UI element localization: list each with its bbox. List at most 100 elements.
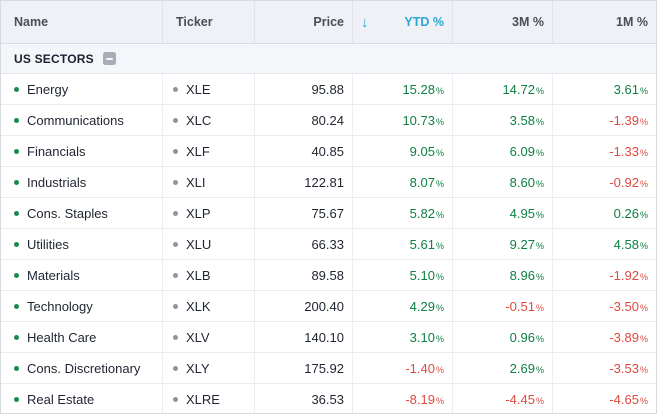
table-row[interactable]: Cons. Discretionary XLY 175.92 -1.40% 2.69% -… [1,353,656,384]
name-cell: Health Care [1,322,162,352]
3m-change-cell: -0.51% [452,291,552,321]
percent-suffix: % [639,271,648,282]
name-cell: Cons. Staples [1,198,162,228]
sector-name: Communications [27,112,124,128]
name-cell: Technology [1,291,162,321]
percent-suffix: % [435,271,444,282]
price-cell: 66.33 [254,229,352,259]
table-row[interactable]: Energy XLE 95.88 15.28% 14.72% 3.61% [1,74,656,105]
column-header-ticker[interactable]: Ticker [162,1,254,43]
price-cell: 175.92 [254,353,352,383]
table-row[interactable]: Industrials XLI 122.81 8.07% 8.60% -0.92% [1,167,656,198]
table-row[interactable]: Materials XLB 89.58 5.10% 8.96% -1.92% [1,260,656,291]
percent-suffix: % [535,240,544,251]
change-value: -3.53 [609,360,639,376]
price-cell: 36.53 [254,384,352,413]
3m-change-cell: -4.45% [452,384,552,413]
change-value: 3.10 [409,329,435,345]
ytd-change-cell: 9.05% [352,136,452,166]
ticker-cell: XLU [162,229,254,259]
ytd-change-cell: 3.10% [352,322,452,352]
change-value: -4.65 [609,391,639,407]
change-value: 8.07 [409,174,435,190]
change-value: -1.40 [405,360,435,376]
percent-suffix: % [535,302,544,313]
ytd-change-cell: 4.29% [352,291,452,321]
ticker-bullet-icon [173,303,178,309]
change-value: 8.60 [509,174,535,190]
ytd-change-cell: 5.10% [352,260,452,290]
ticker-cell: XLF [162,136,254,166]
ticker-bullet-icon [173,365,178,371]
change-value: 5.61 [409,236,435,252]
table-row[interactable]: Utilities XLU 66.33 5.61% 9.27% 4.58% [1,229,656,260]
column-header-label: YTD % [404,15,444,29]
percent-suffix: % [435,147,444,158]
percent-suffix: % [535,271,544,282]
1m-change-cell: -1.39% [552,105,656,135]
change-value: 15.28 [402,81,435,97]
percent-suffix: % [435,209,444,220]
price-cell: 89.58 [254,260,352,290]
sector-bullet-icon [14,334,19,340]
ticker-symbol: XLV [186,329,210,345]
table-row[interactable]: Cons. Staples XLP 75.67 5.82% 4.95% 0.26% [1,198,656,229]
name-cell: Real Estate [1,384,162,413]
ticker-bullet-icon [173,241,178,247]
sector-name: Utilities [27,236,69,252]
change-value: 5.82 [409,205,435,221]
column-header-1m[interactable]: 1M % [552,1,656,43]
table-body: Energy XLE 95.88 15.28% 14.72% 3.61% Communica… [1,74,656,413]
change-value: -1.39 [609,112,639,128]
column-header-3m[interactable]: 3M % [452,1,552,43]
column-header-name[interactable]: Name [1,1,162,43]
1m-change-cell: -0.92% [552,167,656,197]
table-row[interactable]: Technology XLK 200.40 4.29% -0.51% -3.50% [1,291,656,322]
change-value: 4.95 [509,205,535,221]
ticker-bullet-icon [173,210,178,216]
sector-name: Materials [27,267,80,283]
ticker-bullet-icon [173,334,178,340]
percent-suffix: % [435,85,444,96]
ytd-change-cell: 10.73% [352,105,452,135]
table-row[interactable]: Health Care XLV 140.10 3.10% 0.96% -3.89% [1,322,656,353]
ticker-bullet-icon [173,86,178,92]
ticker-symbol: XLU [186,236,212,252]
sector-bullet-icon [14,148,19,154]
ticker-symbol: XLRE [186,391,220,407]
sector-name: Cons. Staples [27,205,108,221]
ticker-cell: XLI [162,167,254,197]
table-row[interactable]: Communications XLC 80.24 10.73% 3.58% -1.39% [1,105,656,136]
1m-change-cell: 4.58% [552,229,656,259]
ticker-bullet-icon [173,396,178,402]
change-value: 8.96 [509,267,535,283]
1m-change-cell: -1.33% [552,136,656,166]
percent-suffix: % [435,240,444,251]
1m-change-cell: -4.65% [552,384,656,413]
percent-suffix: % [639,85,648,96]
change-value: 9.27 [509,236,535,252]
ticker-cell: XLC [162,105,254,135]
change-value: 9.05 [409,143,435,159]
ytd-change-cell: 15.28% [352,74,452,104]
percent-suffix: % [639,364,648,375]
percent-suffix: % [535,209,544,220]
name-cell: Materials [1,260,162,290]
change-value: -3.50 [609,298,639,314]
ticker-cell: XLV [162,322,254,352]
sector-bullet-icon [14,396,19,402]
ytd-change-cell: 5.61% [352,229,452,259]
sector-bullet-icon [14,210,19,216]
table-row[interactable]: Financials XLF 40.85 9.05% 6.09% -1.33% [1,136,656,167]
sector-bullet-icon [14,303,19,309]
price-cell: 122.81 [254,167,352,197]
collapse-group-button[interactable] [102,52,116,65]
price-cell: 140.10 [254,322,352,352]
group-row-us-sectors[interactable]: US SECTORS [1,44,656,74]
column-header-label: Ticker [176,15,213,29]
ticker-bullet-icon [173,272,178,278]
ticker-symbol: XLC [186,112,212,128]
column-header-price[interactable]: Price [254,1,352,43]
table-row[interactable]: Real Estate XLRE 36.53 -8.19% -4.45% -4.65% [1,384,656,413]
column-header-ytd-sorted[interactable]: ↓ YTD % [352,1,452,43]
